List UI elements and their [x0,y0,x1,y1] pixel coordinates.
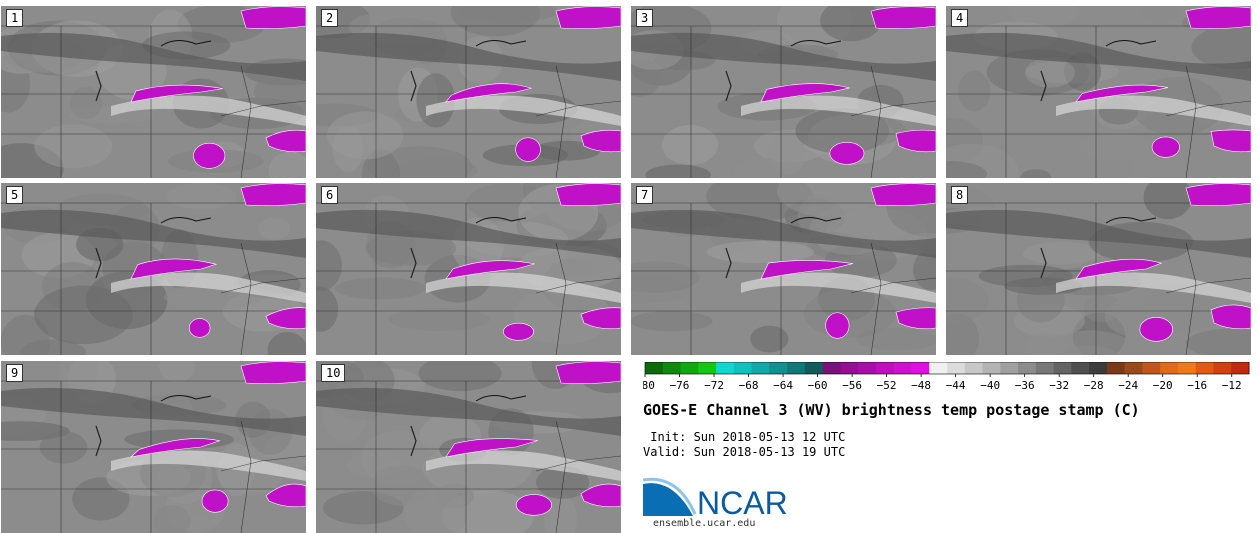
colorbar-tick-label: −44 [946,379,966,392]
colorbar-tick-label: −20 [1153,379,1173,392]
map-panel-9: 9 [1,361,306,533]
panel-number: 3 [636,9,654,27]
colorbar-segment [751,362,770,374]
colorbar-tick-label: −56 [842,379,862,392]
colorbar-segment [698,362,717,374]
map-panel-5: 5 [1,183,306,355]
colorbar-segment [964,362,984,374]
colorbar-tick-label: −40 [980,379,1000,392]
valid-time: Valid: Sun 2018-05-13 19 UTC [643,445,846,459]
colorbar-segment [1035,362,1055,374]
map-panel-1: 1 [1,6,306,178]
colorbar-segment [929,362,948,374]
colorbar-segment [822,362,841,374]
colorbar-segment [680,362,699,374]
colorbar-segment [1177,362,1197,374]
colorbar-tick-label: −24 [1118,379,1138,392]
map-panel-10: 10 [316,361,621,533]
colorbar-segment [947,362,966,374]
colorbar-tick-label: −80 [643,379,655,392]
colorbar-segment [1053,362,1072,374]
colorbar: −80 −76 −72 −68 −64 −60 −56 −52 −48 −44 −40 −36 −32 −… [643,362,1250,392]
colorbar-tick-label: −72 [704,379,724,392]
panel-number: 10 [321,364,346,382]
map-panel-6: 6 [316,183,621,355]
colorbar-tick-label: −60 [808,379,828,392]
colorbar-tick-label: −76 [670,379,690,392]
colorbar-tick-label: −28 [1084,379,1104,392]
map-panel-2: 2 [316,6,621,178]
map-panel-8: 8 [946,183,1251,355]
panel-number: 1 [6,9,24,27]
colorbar-segment [1018,362,1037,374]
panel-number: 4 [951,9,969,27]
colorbar-segment [769,362,788,374]
colorbar-tick-label: −68 [739,379,759,392]
colorbar-tick-label: −12 [1222,379,1242,392]
map-panel-4: 4 [946,6,1251,178]
colorbar-segment [1089,362,1108,374]
colorbar-segment [1124,362,1143,374]
colorbar-segment [804,362,824,374]
panel-number: 7 [636,186,654,204]
colorbar-segment [787,362,806,374]
colorbar-segment [982,362,1001,374]
colorbar-segment [893,362,912,374]
colorbar-tick-label: −64 [773,379,793,392]
colorbar-segment [1160,362,1179,374]
init-time: Init: Sun 2018-05-13 12 UTC [643,430,846,444]
site-url: ensemble.ucar.edu [653,518,756,529]
colorbar-tick-label: −36 [1015,379,1035,392]
colorbar-segment [858,362,877,374]
colorbar-segment [1213,362,1232,374]
colorbar-segment [645,362,664,374]
panel-number: 6 [321,186,339,204]
colorbar-segment [1106,362,1126,374]
panel-number: 5 [6,186,24,204]
colorbar-segment [1231,362,1250,374]
panel-number: 2 [321,9,339,27]
chart-title: GOES-E Channel 3 (WV) brightness temp po… [643,401,1140,419]
colorbar-segment [1195,362,1214,374]
colorbar-segment [662,362,682,374]
colorbar-segment [911,362,930,374]
colorbar-tick-label: −16 [1187,379,1207,392]
ncar-logo: NCAR [642,476,793,522]
logo-text: NCAR [697,485,788,518]
panel-number: 9 [6,364,24,382]
colorbar-segment [716,362,735,374]
map-panel-3: 3 [631,6,936,178]
panel-number: 8 [951,186,969,204]
colorbar-segment [1071,362,1090,374]
colorbar-segment [840,362,859,374]
colorbar-segment [1000,362,1019,374]
map-panel-7: 7 [631,183,936,355]
colorbar-segment [733,362,753,374]
colorbar-tick-label: −32 [1049,379,1069,392]
colorbar-segment [875,362,895,374]
colorbar-tick-label: −52 [877,379,897,392]
colorbar-segment [1142,362,1161,374]
colorbar-tick-label: −48 [911,379,931,392]
